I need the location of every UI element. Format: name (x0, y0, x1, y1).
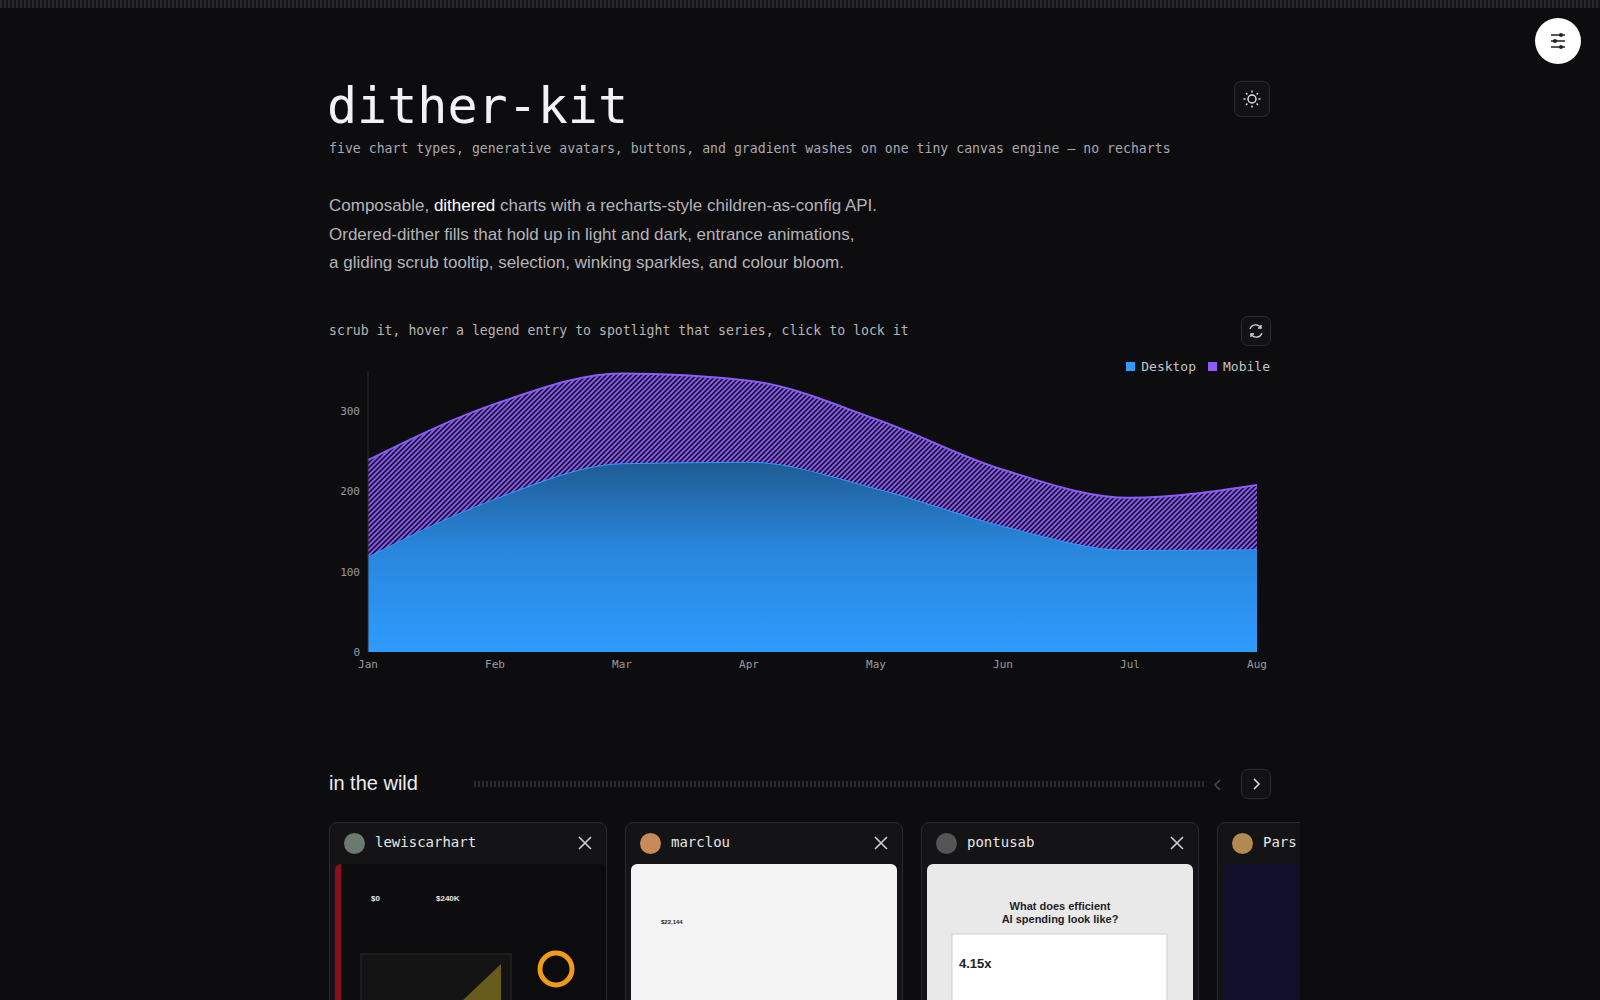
svg-text:Jun: Jun (993, 658, 1013, 671)
svg-text:100: 100 (340, 566, 360, 579)
html-text:lewiscarhart: lewiscarhart (375, 834, 477, 850)
html-text:Pars: Pars (1263, 834, 1297, 850)
html-text:What does efficient: What does efficient (1009, 900, 1111, 912)
html-text:pontusab: pontusab (967, 834, 1035, 850)
html-text:in the wild: in the wild (329, 772, 418, 794)
html-text:Composable, dithered charts wi: Composable, dithered charts with a recha… (329, 196, 877, 215)
html-text:Desktop: Desktop (1141, 359, 1196, 374)
svg-text:Aug: Aug (1247, 658, 1267, 671)
html-text:dither-kit: dither-kit (327, 77, 628, 135)
svg-text:Jul: Jul (1120, 658, 1140, 671)
svg-text:Mar: Mar (612, 658, 632, 671)
html-text:scrub it, hover a legend entry: scrub it, hover a legend entry to spotli… (329, 323, 909, 338)
html-text:marclou: marclou (671, 834, 730, 850)
svg-text:May: May (866, 658, 886, 671)
html-text:4.15x: 4.15x (959, 956, 992, 971)
html-text:$22,144: $22,144 (661, 919, 683, 925)
svg-text:Jan: Jan (358, 658, 378, 671)
html-text:AI spending look like?: AI spending look like? (1001, 913, 1119, 925)
svg-text:Apr: Apr (739, 658, 759, 671)
svg-text:Feb: Feb (485, 658, 505, 671)
html-text:a gliding scrub tooltip, selec: a gliding scrub tooltip, selection, wink… (329, 253, 844, 273)
svg-text:0: 0 (353, 646, 360, 659)
svg-text:300: 300 (340, 405, 360, 418)
html-text:five chart types, generative a: five chart types, generative avatars, bu… (329, 141, 1171, 156)
html-text:$240K: $240K (436, 894, 460, 903)
html-text:Ordered-dither fills that hold: Ordered-dither fills that hold up in lig… (329, 224, 855, 244)
html-text:$0: $0 (371, 894, 380, 903)
svg-text:200: 200 (340, 485, 360, 498)
html-text:Mobile: Mobile (1223, 359, 1270, 374)
